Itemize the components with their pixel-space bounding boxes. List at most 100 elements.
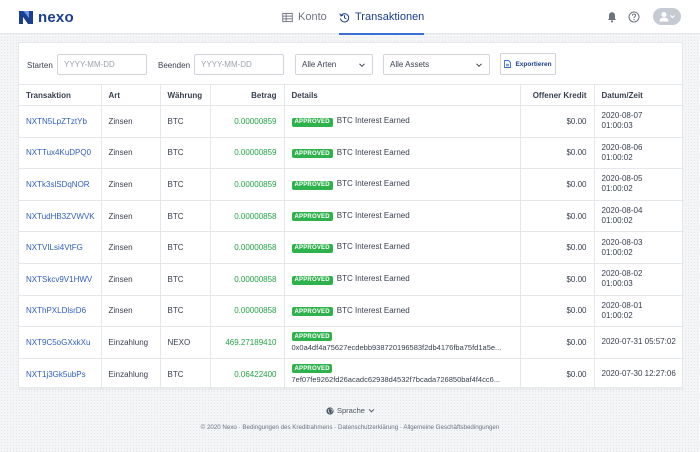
transaction-details: APPROVED 0x0a4df4a75627ecdebb938720196583… <box>283 326 520 359</box>
details-text: 7ef07fe9262fd26acadc62938d4532f7bcada726… <box>291 375 501 385</box>
open-credit: $0.00 <box>519 263 594 296</box>
table-row: NXT9C5oGXxkXu Einzahlung NEXO 469.271894… <box>19 326 684 359</box>
tab-konto-label: Konto <box>298 11 327 23</box>
transaction-details: APPROVED BTC Interest Earned <box>283 137 520 170</box>
transaction-id-link[interactable]: NXTudHB3ZVWVK <box>19 200 101 233</box>
tab-konto[interactable]: Konto <box>282 0 327 34</box>
transaction-id-link[interactable]: NXThPXLDlsrD6 <box>19 295 101 328</box>
status-badge: APPROVED <box>291 149 333 159</box>
help-icon[interactable] <box>628 11 640 23</box>
details-text: BTC Interest Earned <box>336 116 410 126</box>
language-selector[interactable]: Sprache <box>326 406 375 415</box>
type-select[interactable]: Alle Arten <box>295 54 373 75</box>
transaction-amount: 0.00000859 <box>209 168 284 201</box>
chevron-down-icon <box>359 63 365 68</box>
transaction-currency: BTC <box>159 200 210 233</box>
tab-transaktionen[interactable]: Transaktionen <box>339 0 425 35</box>
col-header-transaction[interactable]: Transaktion <box>19 84 101 106</box>
transaction-details: APPROVED 7ef07fe9262fd26acadc62938d4532f7… <box>283 358 520 391</box>
time-text: 01:00:03 <box>601 279 633 289</box>
transaction-id-link[interactable]: NXTVILsi4VtFG <box>19 231 101 264</box>
transaction-amount: 0.06422400 <box>209 358 284 391</box>
open-credit: $0.00 <box>519 200 594 233</box>
transaction-type: Zinsen <box>100 105 160 138</box>
footer-links[interactable]: © 2020 Nexo · Bedingungen des Kreditrahm… <box>200 424 500 431</box>
transaction-datetime: 2020-08-02 01:00:03 <box>593 263 684 296</box>
details-text: BTC Interest Earned <box>336 210 410 220</box>
end-date-input[interactable] <box>194 54 284 75</box>
bell-icon[interactable] <box>606 11 618 23</box>
transaction-currency: BTC <box>159 263 210 296</box>
col-header-open-credit[interactable]: Offener Kredit <box>519 84 594 106</box>
transaction-id-link[interactable]: NXTk3slSDqNOR <box>19 168 101 201</box>
export-button[interactable]: Exportieren <box>500 53 556 75</box>
transaction-amount: 0.00000858 <box>209 263 284 296</box>
details-text: BTC Interest Earned <box>336 305 410 315</box>
details-text: 0x0a4df4a75627ecdebb938720196583f2db4176… <box>291 343 502 353</box>
transaction-datetime: 2020-07-30 12:27:06 <box>593 358 684 391</box>
transaction-id-link[interactable]: NXTTux4KuDPQ0 <box>19 137 101 170</box>
table-row: NXTTux4KuDPQ0 Zinsen BTC 0.00000859 APPR… <box>19 137 684 170</box>
language-label: Sprache <box>337 406 365 415</box>
nexo-logo-icon <box>19 11 33 24</box>
transaction-datetime: 2020-08-03 01:00:02 <box>593 231 684 264</box>
transaction-amount: 0.00000859 <box>209 137 284 170</box>
transaction-amount: 0.00000858 <box>209 200 284 233</box>
transaction-details: APPROVED BTC Interest Earned <box>283 168 520 201</box>
table-row: NXThPXLDlsrD6 Zinsen BTC 0.00000858 APPR… <box>19 295 684 328</box>
transaction-datetime: 2020-08-05 01:00:02 <box>593 168 684 201</box>
transaction-currency: BTC <box>159 168 210 201</box>
user-menu-button[interactable] <box>653 8 681 25</box>
open-credit: $0.00 <box>519 358 594 391</box>
transaction-currency: BTC <box>159 231 210 264</box>
details-text: BTC Interest Earned <box>336 242 410 252</box>
transaction-type: Zinsen <box>100 295 160 328</box>
transaction-details: APPROVED BTC Interest Earned <box>283 105 520 138</box>
chevron-down-icon <box>476 63 482 68</box>
transaction-datetime: 2020-07-31 05:57:02 <box>593 326 684 359</box>
details-text: BTC Interest Earned <box>336 179 410 189</box>
date-text: 2020-08-07 <box>601 111 643 121</box>
details-text: BTC Interest Earned <box>336 147 410 157</box>
start-date-label: Starten <box>27 61 53 70</box>
chevron-down-icon <box>368 408 375 413</box>
time-text: 01:00:02 <box>601 216 633 226</box>
status-badge: APPROVED <box>291 275 333 285</box>
transaction-type: Zinsen <box>100 168 160 201</box>
transactions-card: Starten Beenden Alle Arten Alle Assets E… <box>18 42 684 391</box>
transaction-details: APPROVED BTC Interest Earned <box>283 295 520 328</box>
transaction-id-link[interactable]: NXTN5LpZTztYb <box>19 105 101 138</box>
date-text: 2020-08-02 <box>601 269 643 279</box>
time-text: 01:00:02 <box>601 152 633 162</box>
transaction-details: APPROVED BTC Interest Earned <box>283 200 520 233</box>
col-header-datetime[interactable]: Datum/Zeit <box>593 84 684 106</box>
transaction-id-link[interactable]: NXTSkcv9V1HWV <box>19 263 101 296</box>
transaction-id-link[interactable]: NXT9C5oGXxkXu <box>19 326 101 359</box>
start-date-input[interactable] <box>57 54 147 75</box>
type-select-value: Alle Arten <box>302 60 337 69</box>
status-badge: APPROVED <box>291 180 333 190</box>
user-avatar-icon <box>659 12 675 22</box>
top-navigation-bar: nexo Konto Transaktionen <box>0 0 700 35</box>
transaction-amount: 469.27189410 <box>209 326 284 359</box>
transaction-details: APPROVED BTC Interest Earned <box>283 263 520 296</box>
status-badge: APPROVED <box>291 243 333 253</box>
col-header-details[interactable]: Details <box>283 84 520 106</box>
transaction-amount: 0.00000858 <box>209 231 284 264</box>
transaction-id-link[interactable]: NXT1j3Gk5ubPs <box>19 358 101 391</box>
nexo-logo[interactable]: nexo <box>18 9 74 26</box>
date-text: 2020-08-03 <box>601 237 643 247</box>
date-text: 2020-08-06 <box>601 142 643 152</box>
col-header-type[interactable]: Art <box>100 84 160 106</box>
transaction-datetime: 2020-08-06 01:00:02 <box>593 137 684 170</box>
table-row: NXTN5LpZTztYb Zinsen BTC 0.00000859 APPR… <box>19 105 684 138</box>
table-row: NXTVILsi4VtFG Zinsen BTC 0.00000858 APPR… <box>19 231 684 264</box>
col-header-amount[interactable]: Betrag <box>209 84 284 106</box>
asset-select-value: Alle Assets <box>390 60 430 69</box>
transaction-currency: BTC <box>159 358 210 391</box>
asset-select[interactable]: Alle Assets <box>383 54 490 75</box>
col-header-currency[interactable]: Währung <box>159 84 210 106</box>
transaction-type: Zinsen <box>100 231 160 264</box>
date-text: 2020-07-30 12:27:06 <box>601 369 676 379</box>
open-credit: $0.00 <box>519 137 594 170</box>
